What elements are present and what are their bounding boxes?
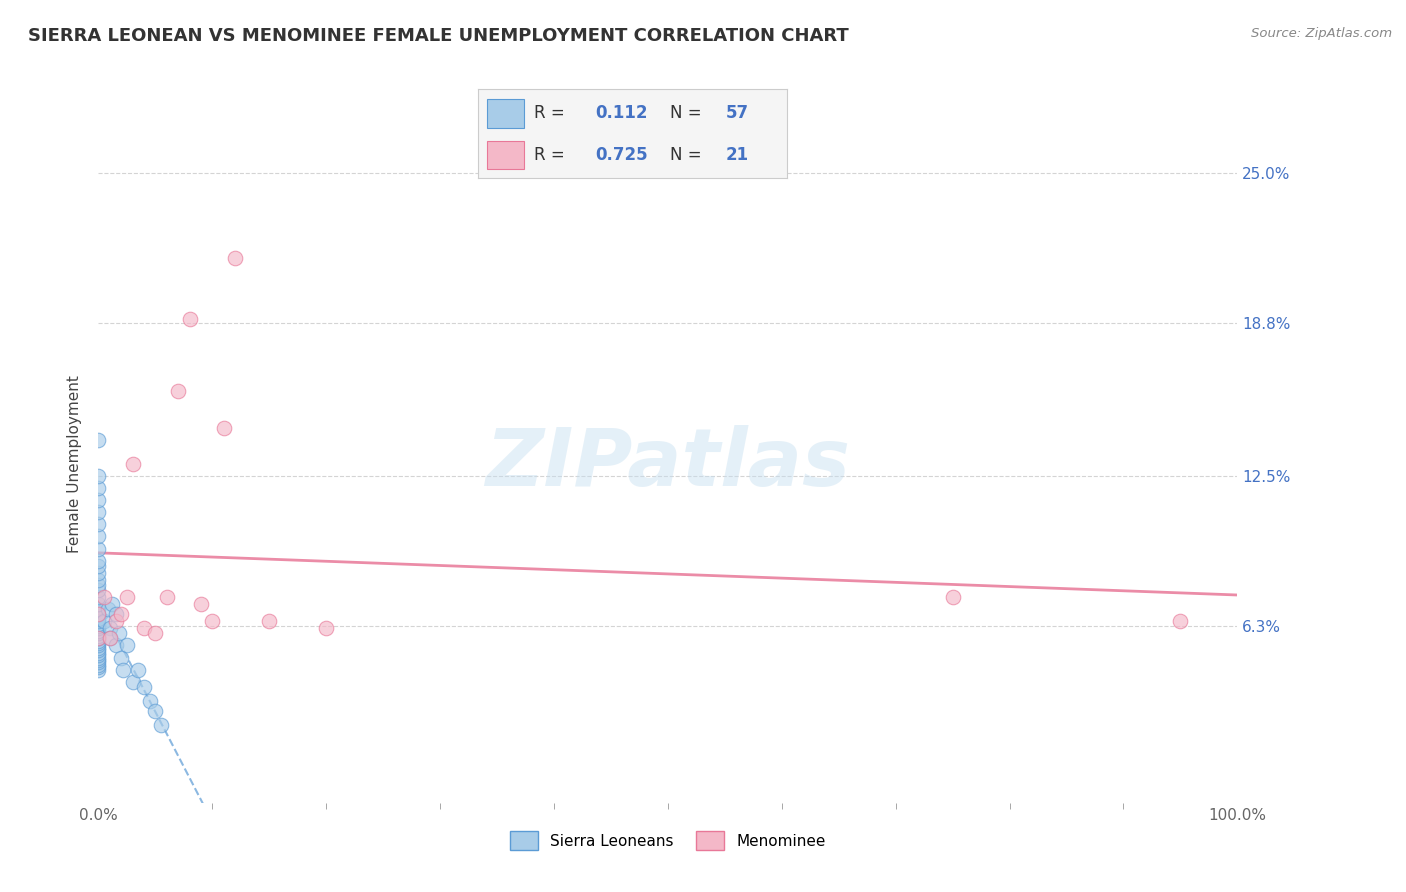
- Point: [201, 614, 224, 628]
- Point: [1170, 614, 1192, 628]
- Point: [87, 656, 110, 670]
- Point: [87, 573, 110, 587]
- Point: [93, 614, 115, 628]
- Point: [315, 622, 337, 636]
- Point: [87, 633, 110, 648]
- Point: [87, 636, 110, 650]
- Text: 0.725: 0.725: [596, 146, 648, 164]
- Point: [87, 607, 110, 621]
- Point: [87, 624, 110, 638]
- Point: [138, 694, 160, 708]
- Point: [87, 663, 110, 677]
- Point: [87, 469, 110, 483]
- Point: [87, 433, 110, 447]
- Text: Source: ZipAtlas.com: Source: ZipAtlas.com: [1251, 27, 1392, 40]
- FancyBboxPatch shape: [488, 141, 524, 169]
- Point: [104, 639, 127, 653]
- Point: [87, 481, 110, 495]
- Text: 21: 21: [725, 146, 748, 164]
- Point: [87, 505, 110, 519]
- Point: [145, 626, 167, 640]
- Point: [87, 619, 110, 633]
- Point: [87, 643, 110, 657]
- Point: [87, 660, 110, 674]
- Point: [87, 616, 110, 631]
- Point: [108, 626, 131, 640]
- Point: [145, 704, 167, 718]
- Point: [115, 639, 138, 653]
- Point: [87, 648, 110, 662]
- Point: [190, 597, 212, 611]
- Point: [121, 457, 143, 471]
- Point: [87, 626, 110, 640]
- Point: [87, 639, 110, 653]
- Point: [87, 653, 110, 667]
- Point: [104, 614, 127, 628]
- Point: [212, 420, 235, 434]
- Point: [87, 650, 110, 665]
- Point: [87, 558, 110, 573]
- Point: [132, 680, 155, 694]
- Text: R =: R =: [534, 146, 569, 164]
- Point: [112, 663, 135, 677]
- Text: 0.112: 0.112: [596, 104, 648, 122]
- Point: [167, 384, 190, 399]
- Point: [87, 622, 110, 636]
- Point: [87, 541, 110, 556]
- FancyBboxPatch shape: [488, 99, 524, 128]
- Point: [87, 566, 110, 580]
- Point: [104, 607, 127, 621]
- Point: [98, 631, 121, 645]
- Point: [93, 590, 115, 604]
- Text: N =: N =: [669, 146, 702, 164]
- Point: [98, 631, 121, 645]
- Point: [101, 597, 124, 611]
- Point: [259, 614, 281, 628]
- Point: [87, 602, 110, 616]
- Legend: Sierra Leoneans, Menominee: Sierra Leoneans, Menominee: [505, 825, 831, 856]
- Point: [110, 607, 132, 621]
- Point: [87, 590, 110, 604]
- Point: [87, 529, 110, 543]
- Point: [224, 251, 246, 265]
- Point: [87, 582, 110, 597]
- Text: R =: R =: [534, 104, 569, 122]
- Text: SIERRA LEONEAN VS MENOMINEE FEMALE UNEMPLOYMENT CORRELATION CHART: SIERRA LEONEAN VS MENOMINEE FEMALE UNEMP…: [28, 27, 849, 45]
- Point: [87, 517, 110, 532]
- Y-axis label: Female Unemployment: Female Unemployment: [67, 375, 83, 553]
- Point: [87, 614, 110, 628]
- Text: ZIPatlas: ZIPatlas: [485, 425, 851, 503]
- Point: [115, 590, 138, 604]
- Point: [87, 612, 110, 626]
- Point: [96, 602, 118, 616]
- Point: [132, 622, 155, 636]
- Point: [179, 311, 201, 326]
- Point: [87, 554, 110, 568]
- Point: [942, 590, 965, 604]
- Point: [87, 607, 110, 621]
- Text: N =: N =: [669, 104, 702, 122]
- Point: [121, 674, 143, 689]
- Point: [98, 622, 121, 636]
- Point: [110, 650, 132, 665]
- Point: [87, 657, 110, 672]
- Point: [150, 718, 173, 732]
- Text: 57: 57: [725, 104, 748, 122]
- Point: [156, 590, 179, 604]
- Point: [87, 493, 110, 508]
- Point: [87, 646, 110, 660]
- Point: [87, 631, 110, 645]
- Point: [87, 629, 110, 643]
- Point: [87, 578, 110, 592]
- Point: [127, 663, 149, 677]
- Point: [87, 631, 110, 645]
- Point: [87, 597, 110, 611]
- Point: [87, 640, 110, 655]
